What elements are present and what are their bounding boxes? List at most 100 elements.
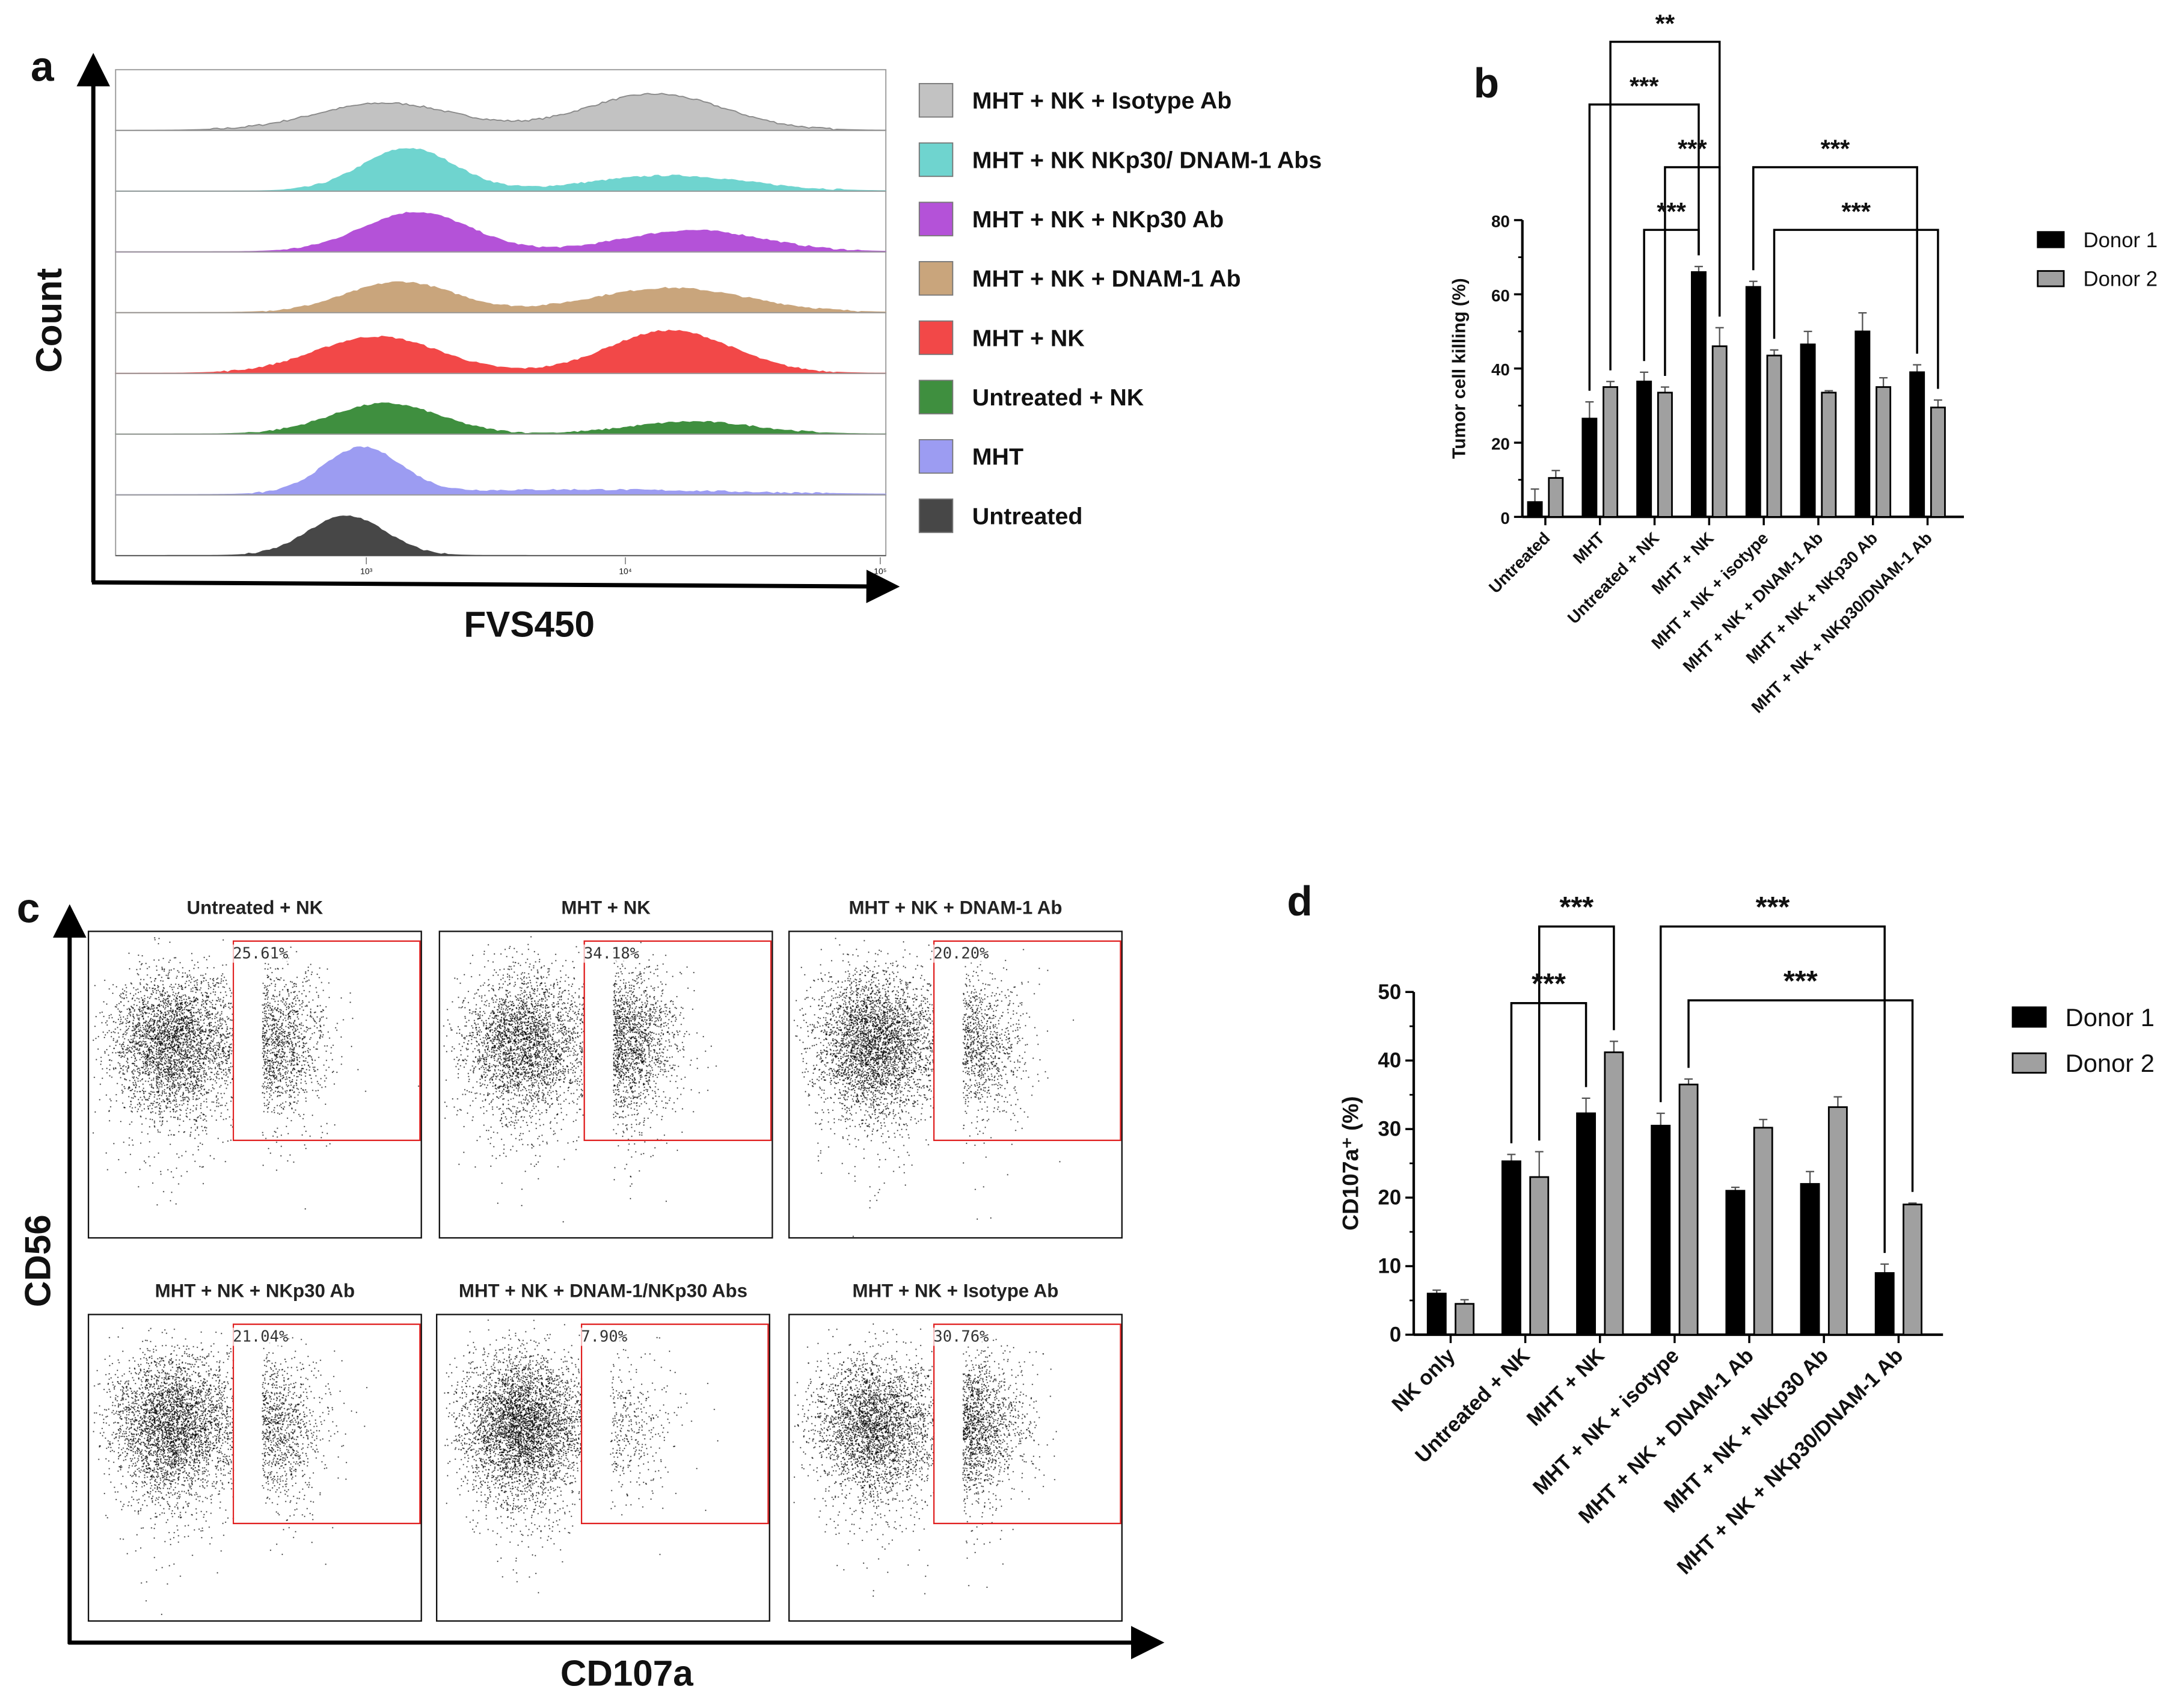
y-tick-label: 20	[1491, 435, 1510, 454]
significance-label: **	[1655, 9, 1675, 37]
y-tick-label: 40	[1491, 360, 1510, 379]
bar-donor-2	[1930, 407, 1946, 518]
bar-donor-1	[1501, 1160, 1521, 1336]
flow-plot-title: Untreated + NK	[186, 897, 324, 918]
scatter-points	[440, 932, 775, 1240]
legend-swatch	[2037, 270, 2065, 288]
scatter-points	[437, 1315, 772, 1623]
flow-plot-title: MHT + NK + Isotype Ab	[852, 1280, 1059, 1302]
legend-label: MHT	[972, 444, 1023, 470]
histogram-0	[115, 93, 887, 131]
bar-donor-1	[1874, 1272, 1895, 1336]
bar-donor-1	[1745, 286, 1761, 518]
legend-swatch	[918, 439, 954, 474]
gate-percentage: 34.18%	[583, 944, 640, 963]
significance-label: ***	[1559, 891, 1594, 923]
flow-plot: 25.61%	[87, 930, 424, 1240]
legend-label: Untreated	[972, 503, 1083, 529]
cd107a-axis-label: CD107a	[560, 1653, 693, 1694]
legend-swatch	[918, 261, 954, 296]
bar-donor-2	[1678, 1083, 1699, 1336]
histogram-3	[115, 281, 887, 313]
y-tick-label: 0	[1390, 1324, 1401, 1347]
bar-donor-2	[1766, 354, 1782, 518]
cd107a-positive-gate	[233, 940, 421, 1141]
histogram-frame	[115, 129, 887, 192]
y-axis-label: CD107a⁺ (%)	[1337, 1096, 1363, 1230]
histogram-frame	[115, 433, 887, 496]
flow-plot-title: MHT + NK + DNAM-1/NKp30 Abs	[458, 1280, 748, 1302]
flow-plot: 21.04%	[87, 1314, 424, 1623]
x-tick-label: 10³	[360, 566, 372, 576]
legend-swatch	[918, 380, 954, 414]
bar-donor-2	[1827, 1106, 1848, 1336]
bar-donor-1	[1909, 371, 1925, 518]
bar-donor-1	[1636, 380, 1652, 518]
x-tick-label: MHT	[1569, 529, 1608, 567]
cd107a-positive-gate	[933, 940, 1121, 1141]
x-tick-label: 10⁵	[874, 566, 886, 576]
y-tick-label: 10	[1378, 1255, 1402, 1278]
panel-label-b: b	[1474, 60, 1499, 106]
significance-bracket	[1588, 103, 1700, 391]
gate-percentage: 21.04%	[233, 1327, 289, 1346]
bar-donor-2	[1657, 392, 1673, 518]
significance-label: ***	[1784, 965, 1818, 997]
legend-swatch	[918, 320, 954, 355]
bar-donor-2	[1711, 345, 1728, 518]
significance-bracket	[1687, 999, 1914, 1192]
histogram-6	[115, 446, 887, 496]
significance-label: ***	[1756, 891, 1790, 923]
y-tick-label: 20	[1378, 1187, 1402, 1210]
flow-plot: 20.20%	[788, 930, 1124, 1240]
legend-swatch	[2011, 1052, 2047, 1074]
significance-label: ***	[1821, 135, 1850, 163]
cd107a-positive-gate	[583, 940, 772, 1141]
cd107a-positive-gate	[233, 1323, 421, 1524]
significance-bracket	[1752, 166, 1918, 354]
chart-b: 0 20 40 60 80 Tumor cell killing (%) Untreated…	[1450, 9, 2158, 716]
significance-bracket	[1773, 229, 1939, 389]
gate-percentage: 7.90%	[581, 1327, 628, 1346]
significance-bracket	[1659, 925, 1886, 1253]
legend-label: Donor 1	[2066, 1003, 2155, 1032]
histogram-5	[115, 402, 887, 435]
significance-label: ***	[1657, 197, 1686, 226]
legend-swatch	[918, 498, 954, 534]
x-tick-label: Untreated + NK	[1564, 529, 1663, 627]
legend-label: Donor 2	[2083, 268, 2158, 291]
significance-label: ***	[1841, 197, 1871, 226]
significance-label: ***	[1678, 135, 1707, 163]
bar-donor-2	[1548, 477, 1564, 518]
bar-donor-2	[1753, 1127, 1773, 1336]
histogram-2	[115, 212, 887, 253]
bar-donor-1	[1854, 330, 1871, 518]
panel-label-c: c	[17, 884, 40, 931]
significance-label: ***	[1532, 968, 1566, 1000]
histogram-7	[115, 515, 886, 556]
scatter-points	[89, 1315, 424, 1623]
panel-label-a: a	[31, 43, 55, 90]
cd107a-positive-gate	[581, 1323, 769, 1524]
legend-label: MHT + NK	[972, 325, 1085, 351]
legend-swatch	[918, 142, 954, 177]
x-tick-label: 10⁴	[619, 566, 631, 576]
significance-bracket	[1664, 166, 1721, 376]
y-tick-label: 30	[1378, 1118, 1402, 1141]
scatter-points	[790, 1315, 1124, 1623]
legend-label: Donor 2	[2066, 1049, 2155, 1077]
flow-plot: 7.90%	[436, 1314, 772, 1623]
gate-percentage: 30.76%	[933, 1327, 989, 1346]
bar-donor-1	[1725, 1190, 1746, 1336]
flow-plot-title: MHT + NK + NKp30 Ab	[155, 1280, 355, 1302]
legend-label: MHT + NK + Isotype Ab	[972, 88, 1232, 114]
histogram-1	[115, 148, 887, 192]
legend-label: MHT + NK + NKp30 Ab	[972, 206, 1224, 233]
y-tick-label: 40	[1378, 1050, 1402, 1072]
legend-swatch	[918, 83, 954, 118]
legend-label: Untreated + NK	[972, 384, 1144, 411]
histogram-4	[115, 330, 887, 374]
bar-donor-2	[1455, 1303, 1475, 1336]
gate-percentage: 20.20%	[933, 944, 989, 963]
